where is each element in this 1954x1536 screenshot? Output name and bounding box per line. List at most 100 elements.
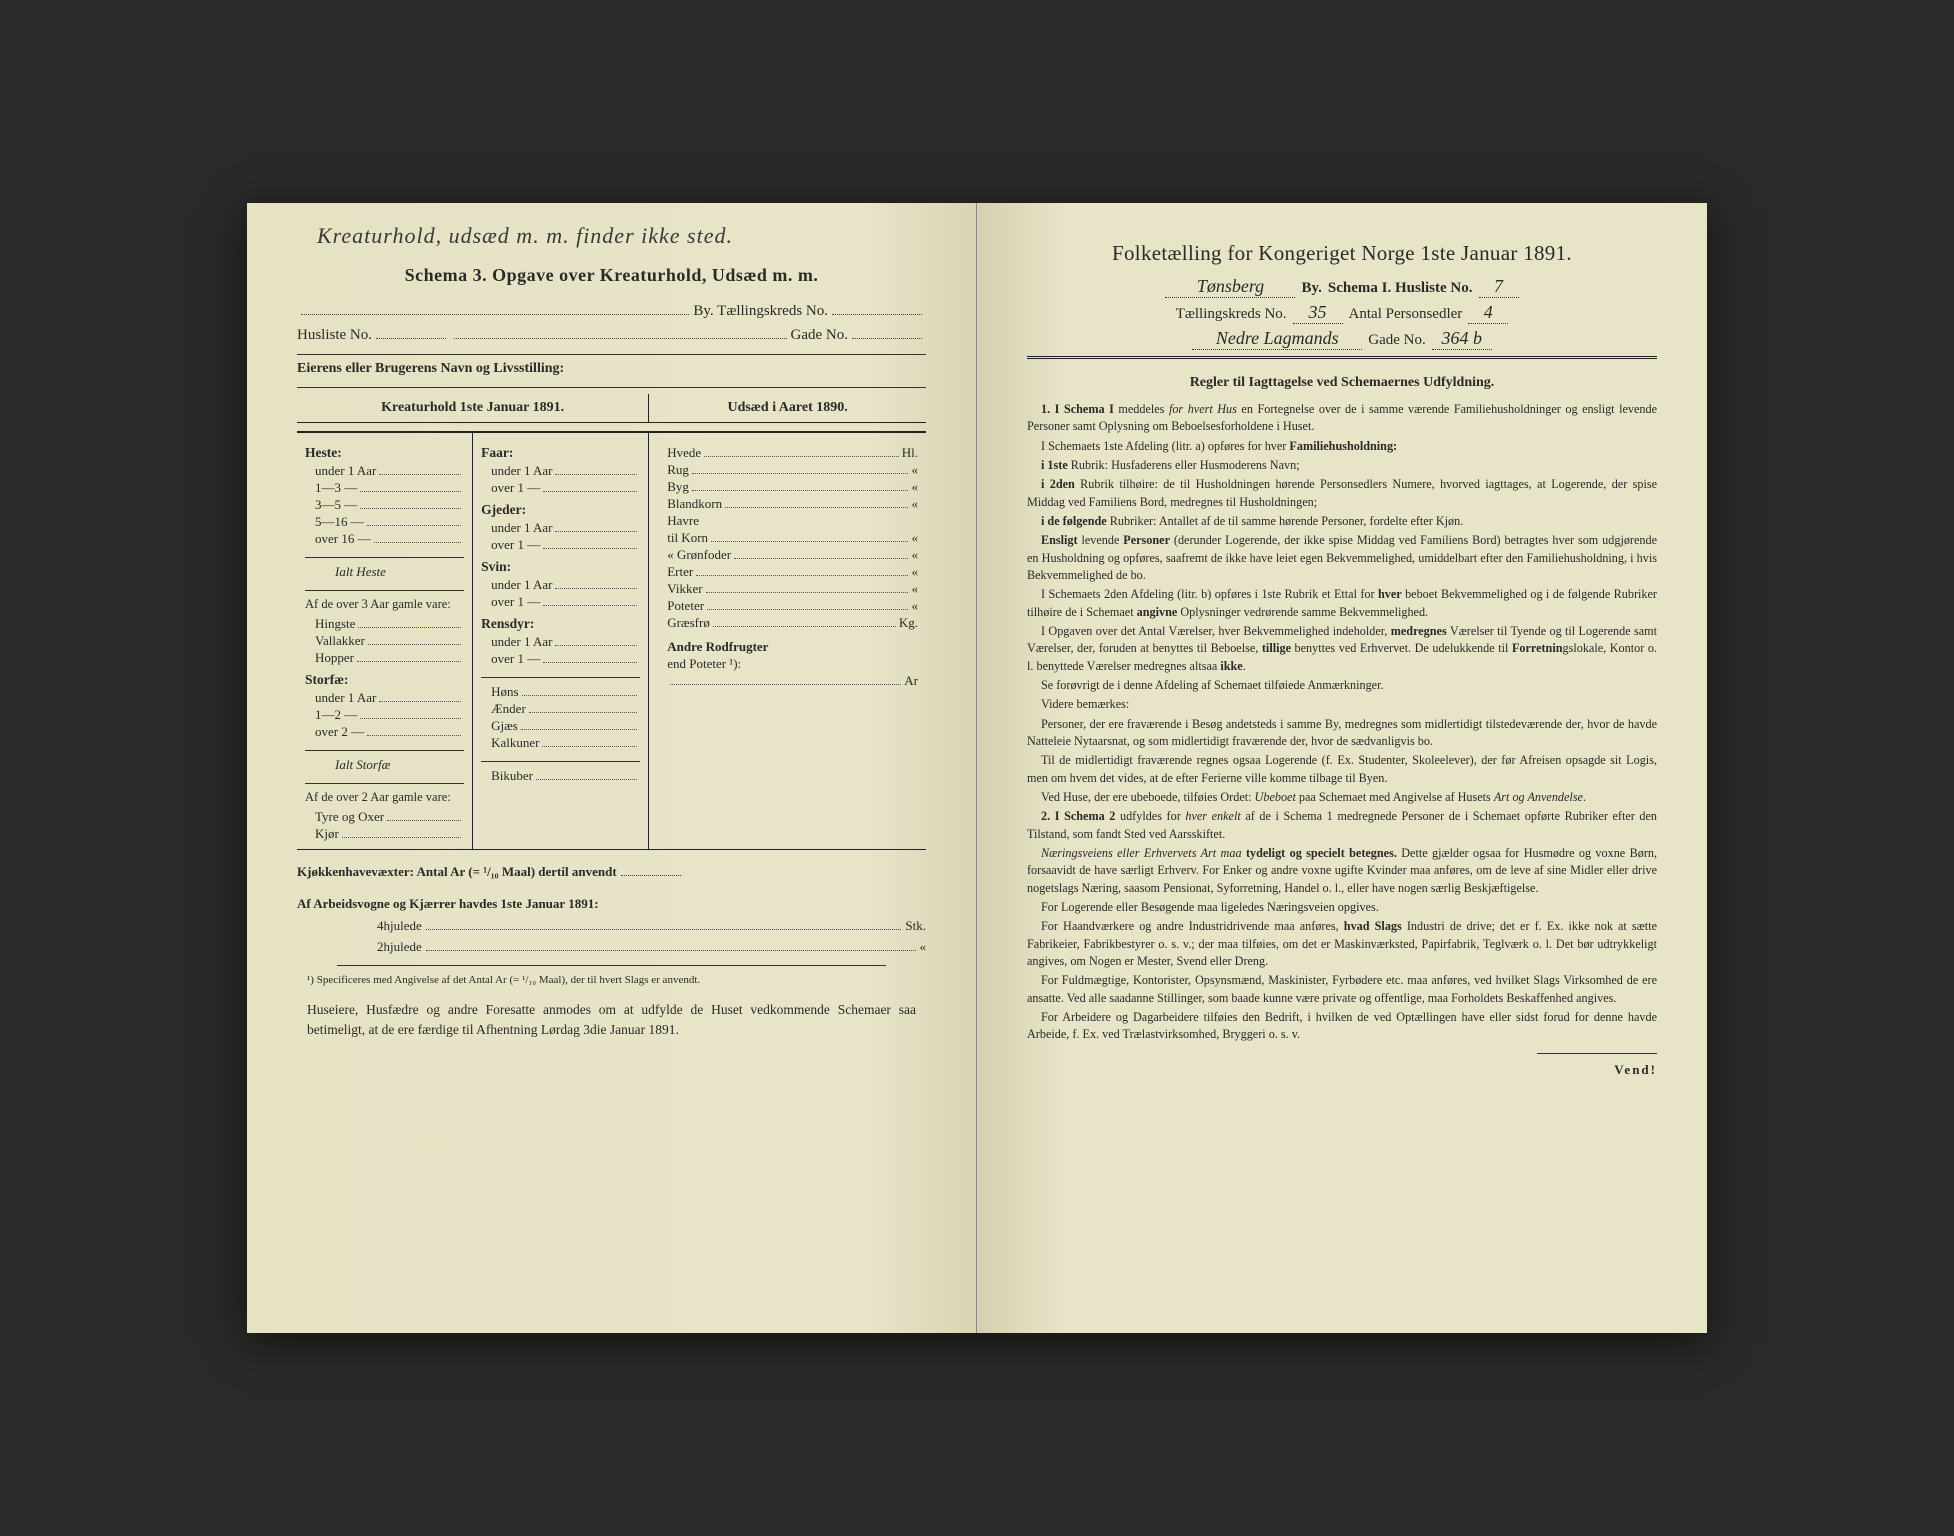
by-label: By. Tællingskreds No. xyxy=(693,303,828,320)
table-heading-row: Kreaturhold 1ste Januar 1891. Udsæd i Aa… xyxy=(297,394,926,423)
erter-u: « xyxy=(911,564,918,580)
rule-1c: i 2den Rubrik tilhøire: de til Husholdni… xyxy=(1027,476,1657,511)
udsed-heading: Udsæd i Aaret 1890. xyxy=(649,394,926,422)
rule-videre: Videre bemærkes: xyxy=(1027,696,1657,713)
graesfro-u: Kg. xyxy=(899,615,918,631)
poteter-u: « xyxy=(911,598,918,614)
regler-title: Regler til Iagttagelse ved Schemaernes U… xyxy=(1027,375,1657,391)
kalkuner: Kalkuner xyxy=(491,735,539,751)
gjeder-r0: under 1 Aar xyxy=(491,520,552,536)
svin-r0: under 1 Aar xyxy=(491,577,552,593)
kreaturhold-table: Heste: under 1 Aar 1—3 — 3—5 — 5—16 — ov… xyxy=(297,431,926,850)
gjeder-r1: over 1 — xyxy=(491,537,540,553)
hvede: Hvede xyxy=(667,445,701,461)
antal-label: Antal Personsedler xyxy=(1349,306,1463,323)
schema-label: Schema I. Husliste No. xyxy=(1328,280,1473,297)
ialt-heste: Ialt Heste xyxy=(305,564,464,580)
by-handwriting: Tønsberg xyxy=(1165,276,1295,298)
erter: Erter xyxy=(667,564,693,580)
gade-row-r: Nedre Lagmands Gade No. 364 b xyxy=(1027,328,1657,350)
hjul4-row: 4hjuledeStk. xyxy=(297,917,926,934)
husliste-label: Husliste No. xyxy=(297,327,372,344)
schema3-title: Schema 3. Opgave over Kreaturhold, Udsæd… xyxy=(297,265,926,286)
rensdyr-head: Rensdyr: xyxy=(481,616,640,632)
blandkorn: Blandkorn xyxy=(667,496,722,512)
hons: Høns xyxy=(491,684,518,700)
heste-r2: 3—5 — xyxy=(315,497,357,513)
kreaturhold-heading: Kreaturhold 1ste Januar 1891. xyxy=(297,394,649,422)
havre-korn: til Korn xyxy=(667,530,708,546)
by-label-r: By. xyxy=(1301,280,1321,297)
hvede-u: Hl. xyxy=(902,445,918,461)
bikuber: Bikuber xyxy=(491,768,533,784)
ialt-storfae: Ialt Storfæ xyxy=(305,757,464,773)
col-heste-storfae: Heste: under 1 Aar 1—3 — 3—5 — 5—16 — ov… xyxy=(297,433,473,849)
tkreds-label: Tællingskreds No. xyxy=(1176,306,1287,323)
rensdyr-r0: under 1 Aar xyxy=(491,634,552,650)
hingste: Hingste xyxy=(315,616,355,632)
havre-gron: « Grønfoder xyxy=(667,547,731,563)
rug-u: « xyxy=(911,462,918,478)
svin-head: Svin: xyxy=(481,559,640,575)
gadeno-hw: 364 b xyxy=(1432,328,1492,350)
havre-korn-u: « xyxy=(911,530,918,546)
rule-logerende: For Logerende eller Besøgende maa ligele… xyxy=(1027,899,1657,916)
col-udsed: HvedeHl. Rug« Byg« Blandkorn« Havre til … xyxy=(649,433,926,849)
andre-rod: Andre Rodfrugter xyxy=(667,639,768,655)
rule-midlert: Til de midlertidigt fraværende regnes og… xyxy=(1027,752,1657,787)
byg-u: « xyxy=(911,479,918,495)
vikker: Vikker xyxy=(667,581,702,597)
handwriting-annotation-top: Kreaturhold, udsæd m. m. finder ikke ste… xyxy=(317,223,733,249)
heste-r1: 1—3 — xyxy=(315,480,357,496)
havre: Havre xyxy=(667,513,699,529)
vikker-u: « xyxy=(911,581,918,597)
rule-1b: i 1ste Rubrik: Husfaderens eller Husmode… xyxy=(1027,457,1657,474)
ar-unit: Ar xyxy=(904,673,918,689)
rule-se: Se forøvrigt de i denne Afdeling af Sche… xyxy=(1027,677,1657,694)
tkreds-row: Tællingskreds No. 35 Antal Personsedler … xyxy=(1027,302,1657,324)
eierens-label: Eierens eller Brugerens Navn og Livsstil… xyxy=(297,361,926,377)
rule-personer: Personer, der ere fraværende i Besøg and… xyxy=(1027,716,1657,751)
kjokken-row: Kjøkkenhavevæxter: Antal Ar (= ¹/₁₀ Maal… xyxy=(297,862,926,882)
graesfro: Græsfrø xyxy=(667,615,710,631)
rule-2: 2. I Schema 2 udfyldes for hver enkelt a… xyxy=(1027,808,1657,843)
rule-haand: For Haandværkere og andre Industridriven… xyxy=(1027,918,1657,970)
svin-r1: over 1 — xyxy=(491,594,540,610)
storfae-r1: 1—2 — xyxy=(315,707,357,723)
husliste-row: Husliste No. Gade No. xyxy=(297,324,926,344)
heste-r4: over 16 — xyxy=(315,531,371,547)
exhortation: Huseiere, Husfædre og andre Foresatte an… xyxy=(297,1000,926,1041)
rule-1: 1. I Schema I meddeles for hvert Hus en … xyxy=(1027,401,1657,436)
left-page: Kreaturhold, udsæd m. m. finder ikke ste… xyxy=(247,203,977,1333)
gade-label: Gade No. xyxy=(791,327,848,344)
kjor: Kjør xyxy=(315,826,339,842)
arbeidsvogne-row: Af Arbeidsvogne og Kjærrer havdes 1ste J… xyxy=(297,894,926,914)
poteter: Poteter xyxy=(667,598,704,614)
rule-2afd: I Schemaets 2den Afdeling (litr. b) opfø… xyxy=(1027,586,1657,621)
hopper: Hopper xyxy=(315,650,354,666)
heste-r0: under 1 Aar xyxy=(315,463,376,479)
storfae-r2: over 2 — xyxy=(315,724,364,740)
rule-naering: Næringsveiens eller Erhvervets Art maa t… xyxy=(1027,845,1657,897)
aender: Ænder xyxy=(491,701,526,717)
folketaelling-title: Folketælling for Kongeriget Norge 1ste J… xyxy=(1027,241,1657,266)
hjul2-row: 2hjulede« xyxy=(297,938,926,955)
rule-fuldm: For Fuldmægtige, Kontorister, Opsynsmænd… xyxy=(1027,972,1657,1007)
gade-label-r: Gade No. xyxy=(1368,332,1425,349)
antal-hw: 4 xyxy=(1468,302,1508,324)
right-page: Folketælling for Kongeriget Norge 1ste J… xyxy=(977,203,1707,1333)
by-schema-row: Tønsberg By. Schema I. Husliste No. 7 xyxy=(1027,276,1657,298)
document-spread: Kreaturhold, udsæd m. m. finder ikke ste… xyxy=(247,203,1707,1333)
regler-body: 1. I Schema I meddeles for hvert Hus en … xyxy=(1027,401,1657,1043)
heste-head: Heste: xyxy=(305,445,464,461)
gade-hw: Nedre Lagmands xyxy=(1192,328,1362,350)
rensdyr-r1: over 1 — xyxy=(491,651,540,667)
vend-label: Vend! xyxy=(1027,1062,1657,1078)
storfae-head: Storfæ: xyxy=(305,672,464,688)
rule-ensligt: Ensligt levende Personer (derunder Loger… xyxy=(1027,532,1657,584)
rule-vaerelser: I Opgaven over det Antal Værelser, hver … xyxy=(1027,623,1657,675)
tkreds-hw: 35 xyxy=(1293,302,1343,324)
by-row: By. Tællingskreds No. xyxy=(297,300,926,320)
blandkorn-u: « xyxy=(911,496,918,512)
col-faar-etc: Faar: under 1 Aar over 1 — Gjeder: under… xyxy=(473,433,649,849)
